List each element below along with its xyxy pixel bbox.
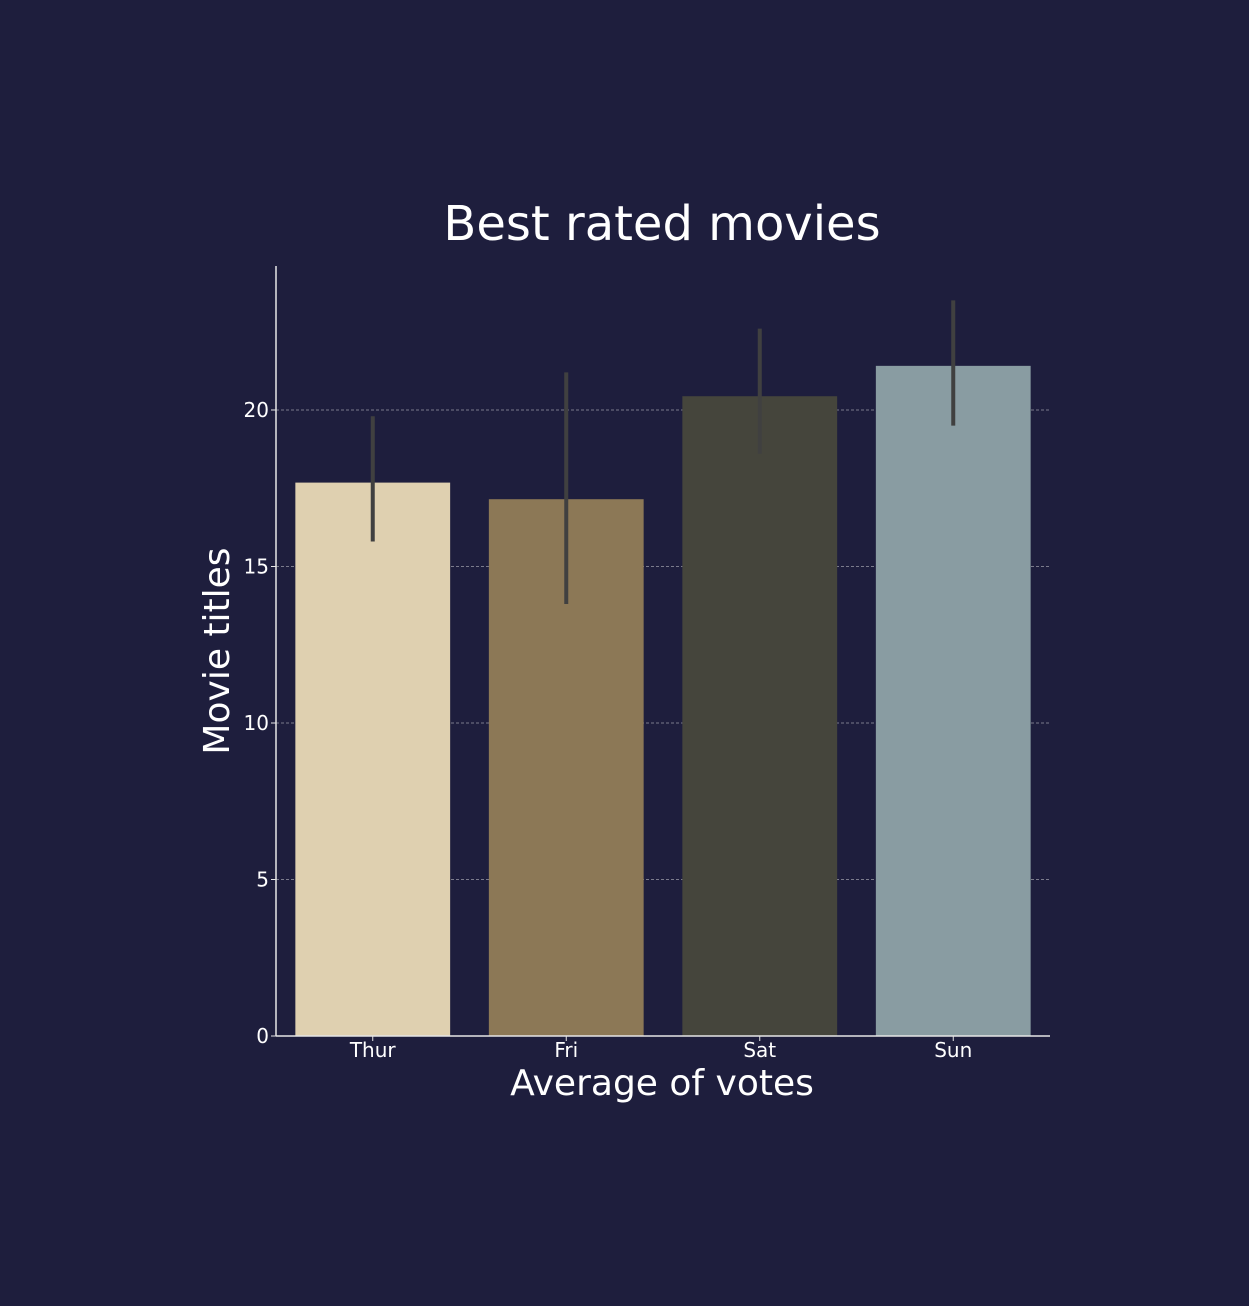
bar-sun — [875, 365, 1031, 1036]
y-tick-label: 20 — [244, 398, 269, 422]
x-tick-label: Sat — [743, 1038, 776, 1062]
chart-title: Best rated movies — [443, 196, 880, 252]
x-tick-label: Sun — [934, 1038, 972, 1062]
axes — [275, 266, 1050, 1037]
y-ticks: 0 5 10 15 20 — [244, 398, 276, 1048]
bar-thur — [295, 482, 451, 1036]
y-tick-label: 5 — [256, 867, 269, 891]
y-tick-label: 0 — [256, 1024, 269, 1048]
x-tick-label: Fri — [554, 1038, 578, 1062]
x-tick-label: Thur — [349, 1038, 397, 1062]
error-bars — [370, 300, 956, 605]
bars — [295, 365, 1031, 1037]
y-tick-label: 10 — [244, 711, 269, 735]
x-ticks: Thur Fri Sat Sun — [349, 1036, 972, 1062]
x-axis-label: Average of votes — [510, 1063, 814, 1104]
bar-sat — [682, 396, 838, 1036]
y-tick-label: 15 — [244, 554, 269, 578]
y-axis-label: Movie titles — [197, 547, 238, 754]
